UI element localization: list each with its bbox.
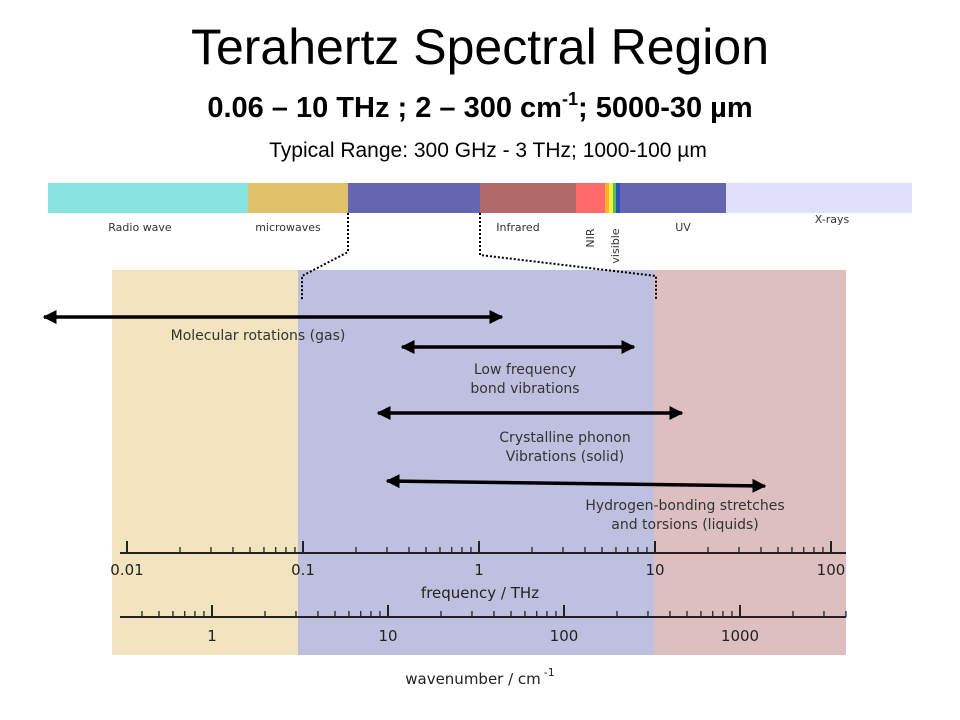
process-label: Crystalline phonon xyxy=(499,430,630,446)
subtitle-main: 0.06 – 10 THz ; 2 – 300 cm xyxy=(207,92,562,124)
band xyxy=(620,183,726,213)
band xyxy=(613,183,616,213)
tick-label: 1 xyxy=(474,561,484,579)
process-label: Molecular rotations (gas) xyxy=(171,328,346,344)
tick-label: 1000 xyxy=(721,627,759,645)
axis-label: frequency / THz xyxy=(421,584,539,602)
band-label: Radio wave xyxy=(108,221,172,234)
band xyxy=(605,183,609,213)
region xyxy=(654,270,846,655)
band-label: X-rays xyxy=(815,213,850,226)
axis-label-text: wavenumber / cm xyxy=(405,670,541,688)
band-label: Infrared xyxy=(496,221,539,234)
zoom-line xyxy=(301,213,349,300)
title: Terahertz Spectral Region xyxy=(191,19,769,75)
regions xyxy=(112,270,846,655)
band-label: UV xyxy=(675,221,691,234)
subtitle-sup: -1 xyxy=(562,89,578,109)
tick-label: 0.1 xyxy=(291,561,315,579)
axis-label-text: frequency / THz xyxy=(421,584,539,602)
process-label: Hydrogen-bonding stretches xyxy=(585,498,784,514)
tick-label: 100 xyxy=(550,627,579,645)
band xyxy=(726,183,912,213)
axis-label-sup: -1 xyxy=(544,666,555,679)
band xyxy=(248,183,348,213)
band xyxy=(348,183,480,213)
process-label: Low frequency xyxy=(474,362,576,378)
subtitle: 0.06 – 10 THz ; 2 – 300 cm-1; 5000-30 µm xyxy=(207,89,752,124)
subtitle-rest: ; 5000-30 µm xyxy=(578,92,753,124)
tick-label: 0.01 xyxy=(110,561,143,579)
tick-label: 10 xyxy=(645,561,664,579)
band-label: visible xyxy=(609,228,622,263)
tick-label: 100 xyxy=(817,561,846,579)
band xyxy=(48,183,248,213)
process-arrow xyxy=(385,474,767,493)
tick-label: 1 xyxy=(207,627,217,645)
process-label: and torsions (liquids) xyxy=(611,517,759,533)
process-label: Vibrations (solid) xyxy=(506,449,624,465)
region xyxy=(298,270,654,655)
band-label: NIR xyxy=(584,228,597,247)
band xyxy=(480,183,576,213)
typical-range: Typical Range: 300 GHz - 3 THz; 1000-100… xyxy=(269,139,707,162)
process-label: bond vibrations xyxy=(470,381,579,397)
band xyxy=(616,183,620,213)
spectrum-bar xyxy=(48,183,912,213)
region xyxy=(112,270,298,655)
tick-label: 10 xyxy=(378,627,397,645)
zoom-line xyxy=(479,213,657,300)
axis-label: wavenumber / cm -1 xyxy=(405,666,555,688)
band xyxy=(576,183,605,213)
band-label: microwaves xyxy=(255,221,321,234)
band xyxy=(609,183,613,213)
